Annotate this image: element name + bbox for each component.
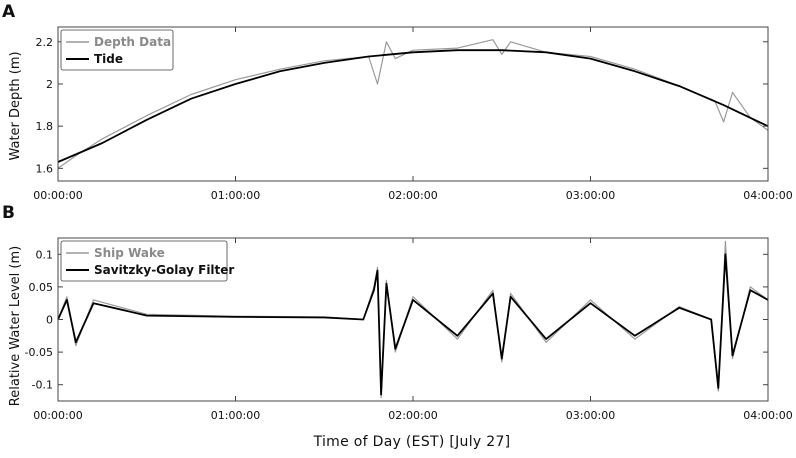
y-tick-label: 1.6 [36,162,54,175]
x-tick-label: 03:00:00 [566,409,615,422]
panel-a-ylabel: Water Depth (m) [8,51,23,160]
panel-b-legend-box [60,240,228,282]
series-line-tide [57,49,769,163]
panel-b-ticks: 00:00:00 01:00:00 02:00:00 03:00:00 04:00:00… [25,238,793,422]
x-tick-label: 00:00:00 [33,409,82,422]
legend-label-savitzky-golay: Savitzky-Golay Filter [94,263,234,277]
panel-a-label: A [2,2,16,22]
y-tick-label: 0.05 [29,281,54,294]
x-tick-label: 01:00:00 [211,409,260,422]
panel-b-ylabel: Relative Water Level (m) [8,246,23,406]
legend-label-tide: Tide [94,52,123,66]
x-tick-label: 02:00:00 [388,409,437,422]
y-tick-label: 2 [46,78,53,91]
x-axis-title: Time of Day (EST) [July 27] [313,434,511,450]
x-tick-label: 01:00:00 [211,189,260,202]
panel-a-series [57,39,769,169]
x-tick-label: 03:00:00 [566,189,615,202]
y-tick-label: 0.1 [36,248,54,261]
y-tick-label: 0 [46,314,53,327]
panel-a-legend: Depth Data Tide [60,29,174,71]
y-tick-label: -0.05 [25,346,53,359]
panel-b-legend: Ship Wake Savitzky-Golay Filter [60,240,234,282]
legend-label-depth-data: Depth Data [94,35,171,49]
y-tick-label: -0.1 [32,379,53,392]
panel-b-series [57,240,769,399]
panel-a-ticks: 00:00:00 01:00:00 02:00:00 03:00:00 04:00:00… [33,27,793,202]
x-tick-label: 02:00:00 [388,189,437,202]
panel-a: A Water Depth (m) 00:00:00 01:00:00 02:00:… [2,2,793,202]
legend-label-ship-wake: Ship Wake [94,246,165,260]
x-tick-label: 04:00:00 [743,409,792,422]
panel-b: B Relative Water Level (m) 00:00:00 01:00… [2,203,793,422]
y-tick-label: 2.2 [36,36,54,49]
y-tick-label: 1.8 [36,120,54,133]
x-tick-label: 00:00:00 [33,189,82,202]
series-line-savitzky-golay-filter [57,253,769,396]
x-tick-label: 04:00:00 [743,189,792,202]
panel-b-label: B [2,203,15,223]
